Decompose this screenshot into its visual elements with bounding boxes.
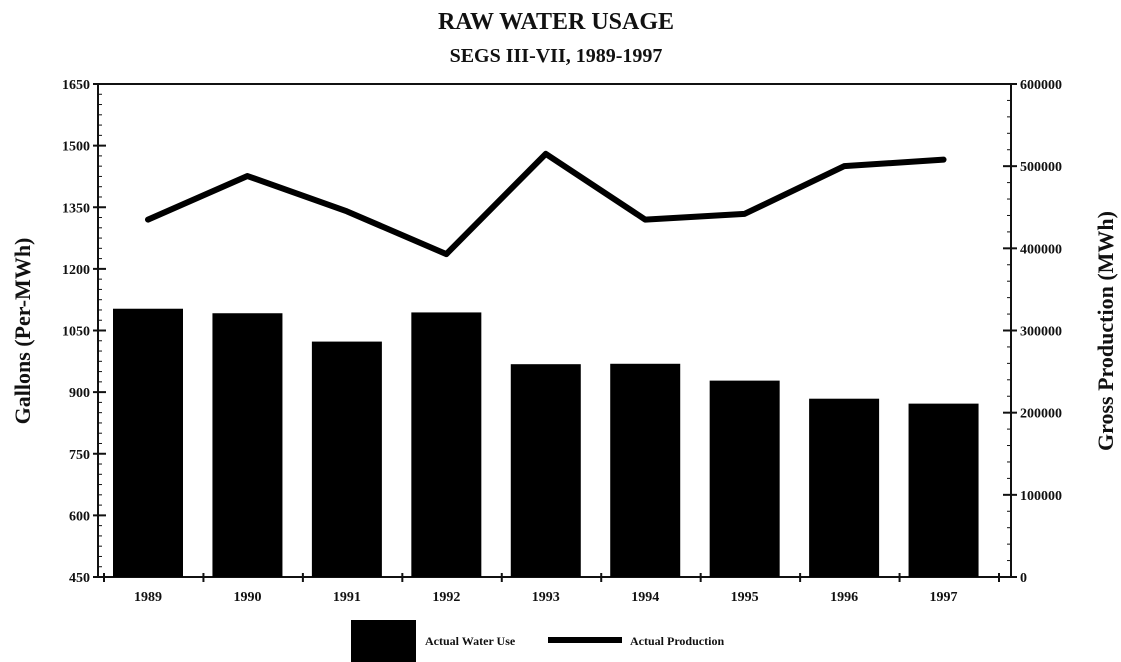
x-tick-label: 1993 [532, 590, 560, 605]
y-tick-label: 600 [69, 509, 90, 524]
y2-tick-label: 300000 [1020, 325, 1062, 340]
bar-1996 [809, 398, 880, 577]
y2-tick-label: 0 [1020, 571, 1027, 586]
y-tick-label: 450 [69, 571, 90, 586]
x-tick-label: 1995 [731, 590, 759, 605]
x-tick-label: 1994 [631, 590, 659, 605]
y-tick-label: 1350 [62, 201, 90, 216]
x-tick-label: 1991 [333, 590, 361, 605]
x-tick-label: 1989 [134, 590, 162, 605]
x-tick-label: 1996 [830, 590, 858, 605]
y2-tick-label: 500000 [1020, 160, 1062, 175]
bar-1997 [908, 403, 979, 577]
y-tick-label: 900 [69, 386, 90, 401]
y-axis-label: Gallons (Per-MWh) [10, 238, 35, 425]
y2-axis-label: Gross Production (MWh) [1093, 211, 1118, 451]
axes: 450 600 750 900 1050 1200 1350 1500 1650 0 100000 2… [62, 78, 1062, 605]
legend-swatch-water-use [351, 620, 416, 662]
y-tick-label: 750 [69, 448, 90, 463]
y-tick-label: 1500 [62, 140, 90, 155]
chart-title: RAW WATER USAGE [438, 9, 674, 35]
bar-1992 [411, 312, 482, 577]
y-tick-label: 1650 [62, 78, 90, 93]
y-tick-label: 1050 [62, 325, 90, 340]
y2-tick-label: 200000 [1020, 407, 1062, 422]
production-point-1989 [146, 217, 150, 222]
bar-1994 [610, 363, 681, 577]
production-line [145, 150, 947, 258]
legend-label-production: Actual Production [630, 634, 724, 648]
bar-1991 [311, 341, 382, 577]
bar-1990 [212, 313, 283, 577]
production-point-1992 [444, 252, 449, 257]
production-point-1997 [941, 157, 946, 162]
x-tick-label: 1992 [432, 590, 460, 605]
bar-series [113, 308, 979, 577]
x-tick-label: 1997 [930, 590, 958, 605]
line-series [145, 150, 947, 258]
production-point-1993 [543, 151, 548, 156]
legend-label-water-use: Actual Water Use [425, 634, 516, 648]
chart-subtitle: SEGS III-VII, 1989-1997 [450, 45, 663, 67]
production-point-1996 [842, 164, 847, 169]
y2-tick-label: 400000 [1020, 242, 1062, 257]
x-tick-label: 1990 [233, 590, 261, 605]
bar-1989 [113, 308, 183, 577]
production-point-1995 [742, 211, 747, 216]
bar-1995 [709, 380, 780, 577]
production-point-1994 [643, 217, 648, 222]
legend: Actual Water Use Actual Production [351, 620, 724, 662]
y2-tick-label: 600000 [1020, 78, 1062, 93]
y2-tick-label: 100000 [1020, 489, 1062, 504]
bar-1993 [510, 364, 581, 577]
production-point-1991 [344, 209, 349, 214]
production-point-1990 [245, 174, 250, 179]
y-tick-label: 1200 [62, 263, 90, 278]
